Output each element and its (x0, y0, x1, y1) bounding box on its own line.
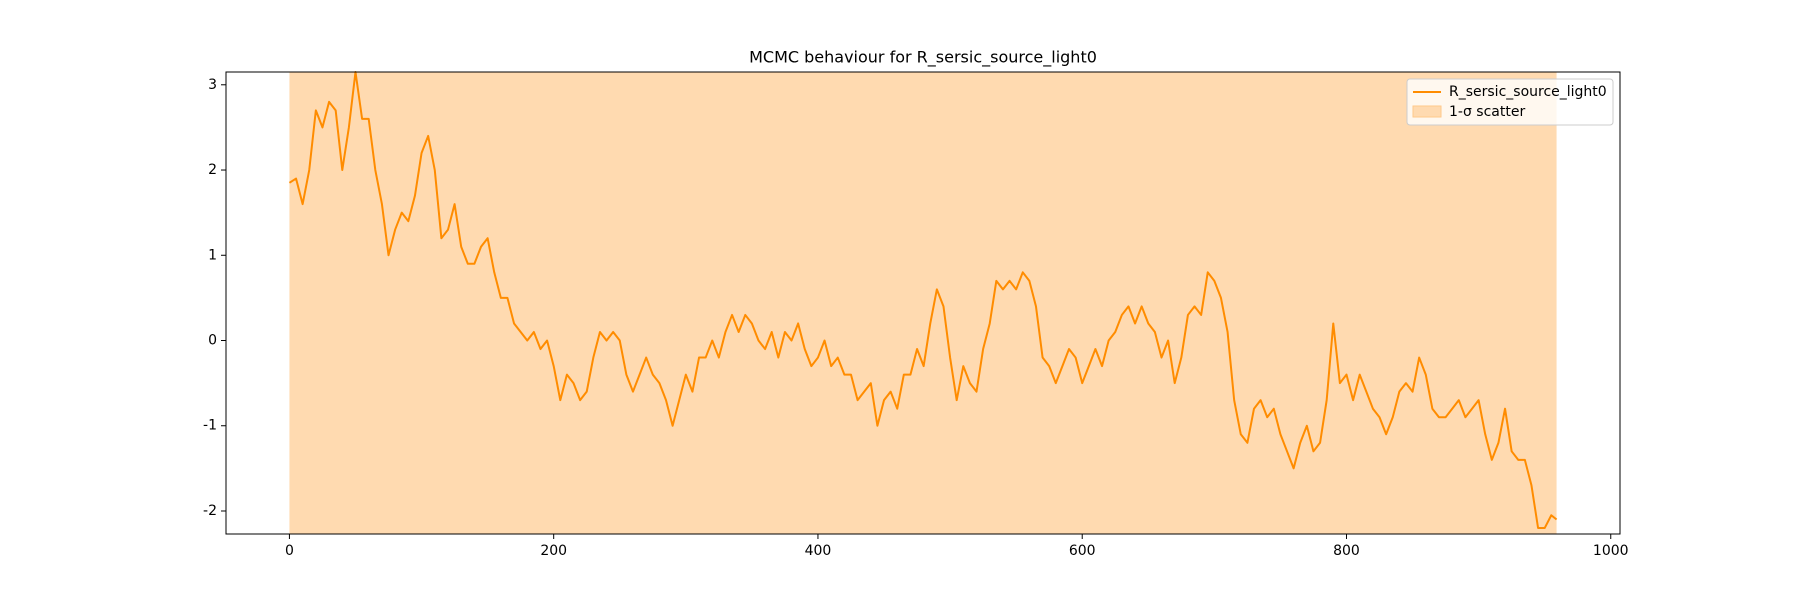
x-tick-label: 400 (805, 543, 832, 559)
data-line (288, 71, 1558, 530)
plot-frame (225, 71, 1621, 535)
x-tick-label: 800 (1333, 543, 1360, 559)
y-tick-label: 0 (208, 333, 217, 349)
legend-label: 1-σ scatter (1449, 104, 1525, 120)
y-tick-label: -2 (203, 503, 217, 519)
legend-swatch (1412, 105, 1442, 118)
x-tick-label: 0 (285, 543, 294, 559)
x-tick-label: 1000 (1593, 543, 1629, 559)
x-tick-label: 600 (1069, 543, 1096, 559)
y-tick-label: -1 (203, 418, 217, 434)
y-tick-label: 2 (208, 162, 217, 178)
legend-label: R_sersic_source_light0 (1449, 84, 1607, 100)
legend: R_sersic_source_light0 1-σ scatter (1406, 78, 1614, 126)
y-tick-label: 1 (208, 247, 217, 263)
scatter-band (289, 72, 1557, 534)
chart-title: MCMC behaviour for R_sersic_source_light… (749, 48, 1097, 68)
legend-box (1406, 78, 1614, 126)
x-tick-label: 200 (540, 543, 567, 559)
y-tick-label: 3 (208, 77, 217, 93)
